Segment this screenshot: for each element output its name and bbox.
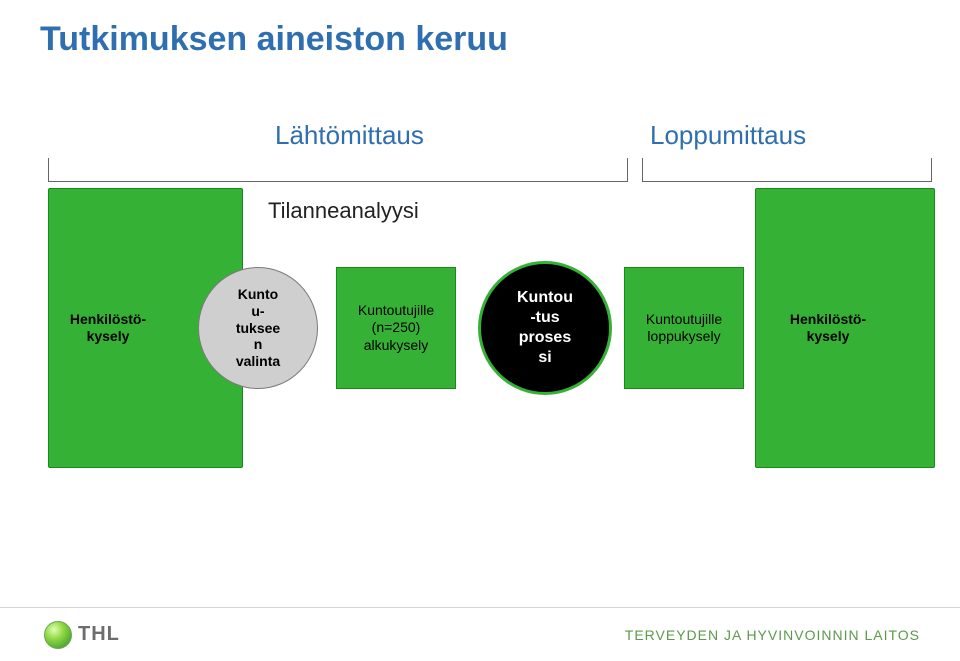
node-process: Kuntou-tusprosessi: [478, 261, 612, 395]
bracket-right: [642, 158, 932, 182]
node-loppukysely: Kuntoutujilleloppukysely: [624, 267, 744, 389]
node-selection: Kuntou-tukseenvalinta: [198, 267, 318, 389]
analysis-label: Tilanneanalyysi: [268, 198, 419, 224]
page-title: Tutkimuksen aineiston keruu: [40, 20, 508, 59]
footer-org-name: TERVEYDEN JA HYVINVOINNIN LAITOS: [625, 627, 920, 643]
measurement-label-right: Loppumittaus: [650, 120, 806, 151]
slide-canvas: Tutkimuksen aineiston keruu Lähtömittaus…: [0, 0, 960, 661]
bracket-left: [48, 158, 628, 182]
thl-orb-icon: [44, 621, 72, 649]
node-alkukysely: Kuntoutujille(n=250)alkukysely: [336, 267, 456, 389]
footer-logo-text: THL: [78, 623, 120, 646]
node-hk-left: Henkilöstö-kysely: [48, 267, 168, 389]
measurement-label-left: Lähtömittaus: [275, 120, 424, 151]
footer: THL TERVEYDEN JA HYVINVOINNIN LAITOS: [0, 607, 960, 661]
node-hk-right: Henkilöstö-kysely: [768, 267, 888, 389]
footer-logo: THL: [44, 621, 120, 649]
